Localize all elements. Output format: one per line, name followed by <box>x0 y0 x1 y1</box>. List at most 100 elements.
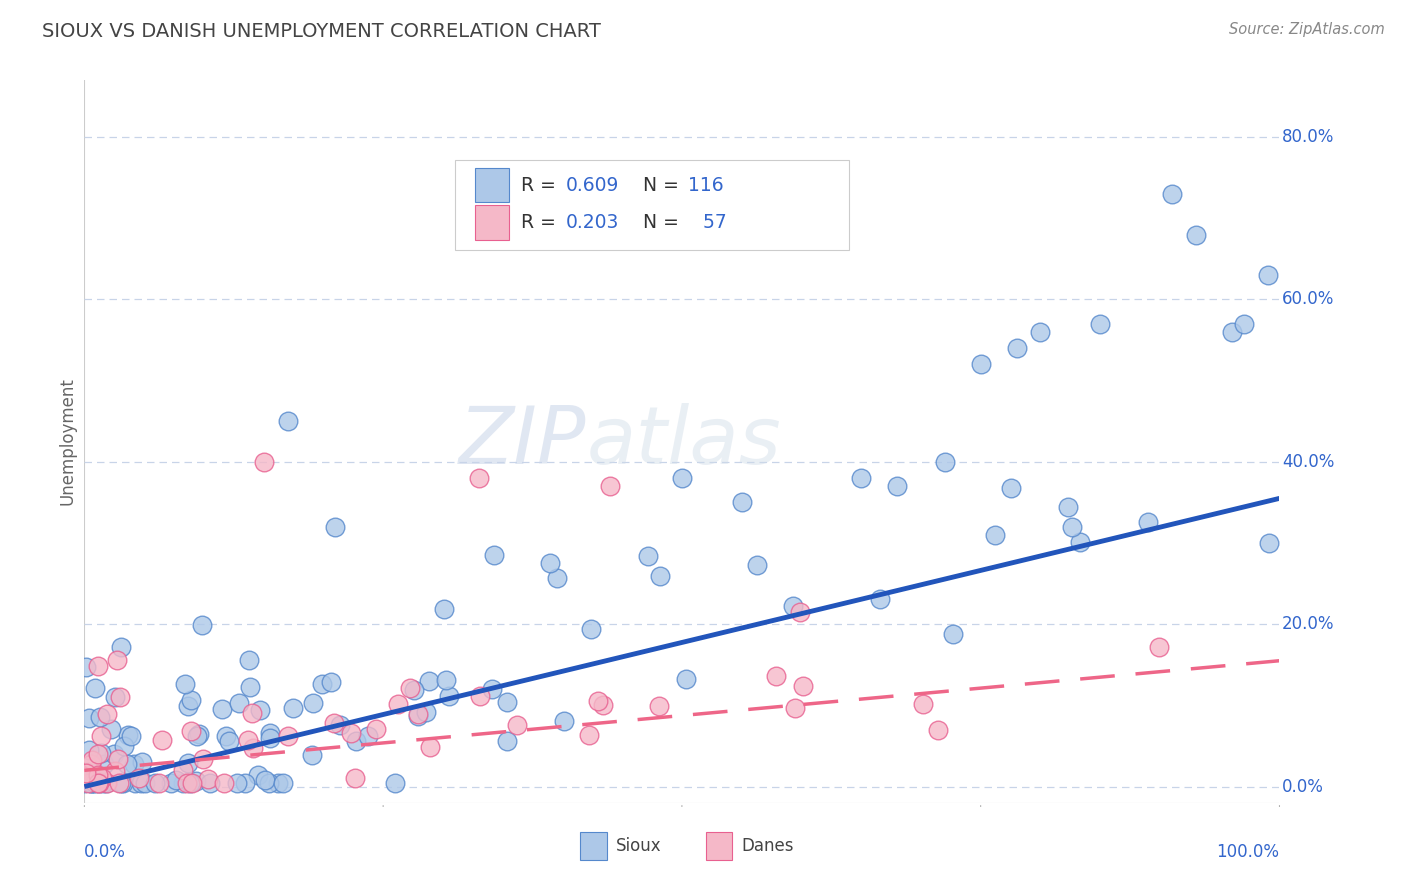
Point <box>785 701 807 715</box>
Point <box>970 358 993 372</box>
Text: 116: 116 <box>688 176 724 194</box>
Text: R =: R = <box>520 176 561 194</box>
Point <box>329 717 352 731</box>
Point <box>1161 186 1184 201</box>
Point <box>301 696 323 710</box>
Point <box>249 703 271 717</box>
Point <box>93 757 115 772</box>
Point <box>415 705 437 719</box>
Point <box>91 771 114 785</box>
FancyBboxPatch shape <box>706 832 733 860</box>
Point <box>406 708 429 723</box>
Point <box>496 695 519 709</box>
Point <box>886 479 908 493</box>
Point <box>323 716 346 731</box>
Point <box>186 729 208 743</box>
Point <box>399 681 422 696</box>
Point <box>1029 325 1052 339</box>
Point <box>242 741 264 756</box>
Point <box>80 775 103 789</box>
Point <box>387 697 409 711</box>
Point <box>79 775 101 789</box>
Point <box>340 726 363 740</box>
Point <box>599 479 621 493</box>
Point <box>406 706 429 721</box>
Point <box>277 414 299 428</box>
Point <box>160 775 183 789</box>
Point <box>200 775 222 789</box>
Point <box>122 756 145 771</box>
Point <box>912 697 935 711</box>
Point <box>434 673 457 688</box>
Point <box>851 471 873 485</box>
Point <box>100 722 122 736</box>
Point <box>1147 640 1170 654</box>
Y-axis label: Unemployment: Unemployment <box>58 377 76 506</box>
Point <box>671 471 693 485</box>
Point <box>934 455 956 469</box>
Text: 0.609: 0.609 <box>567 176 620 194</box>
Point <box>129 775 152 789</box>
Point <box>173 677 195 691</box>
Point <box>1057 500 1080 514</box>
Point <box>277 729 299 743</box>
Point <box>181 775 204 789</box>
Point <box>257 775 280 789</box>
Point <box>281 701 304 715</box>
Point <box>325 520 347 534</box>
Point <box>215 729 238 743</box>
Point <box>89 710 111 724</box>
Text: N =: N = <box>630 176 685 194</box>
Point <box>191 618 214 632</box>
Point <box>179 775 201 789</box>
Point <box>104 764 127 778</box>
FancyBboxPatch shape <box>475 168 509 202</box>
Point <box>319 675 342 690</box>
Point <box>983 528 1005 542</box>
Point <box>84 775 107 789</box>
Text: 0.0%: 0.0% <box>1282 778 1323 796</box>
Point <box>103 690 125 704</box>
Point <box>110 690 132 705</box>
Point <box>792 679 814 693</box>
Point <box>357 729 380 743</box>
Point <box>482 549 505 563</box>
Point <box>191 752 214 766</box>
Point <box>578 728 600 742</box>
Point <box>1005 341 1028 355</box>
Text: Danes: Danes <box>742 838 794 855</box>
Point <box>592 698 614 713</box>
Point <box>77 775 100 789</box>
Point <box>121 729 143 743</box>
Point <box>419 739 441 754</box>
Point <box>301 747 323 762</box>
Text: 0.0%: 0.0% <box>84 843 127 861</box>
Point <box>765 669 787 683</box>
Point <box>228 696 250 710</box>
Point <box>176 756 198 770</box>
Point <box>418 673 440 688</box>
Text: 20.0%: 20.0% <box>1282 615 1334 633</box>
Point <box>927 723 949 737</box>
Point <box>184 773 207 788</box>
Point <box>1257 268 1279 282</box>
Point <box>117 728 139 742</box>
Point <box>150 732 173 747</box>
Point <box>782 599 804 614</box>
Point <box>588 694 610 708</box>
Point <box>96 707 118 722</box>
Point <box>236 733 259 747</box>
Point <box>87 768 110 782</box>
Point <box>134 775 156 789</box>
Point <box>148 775 170 789</box>
Point <box>675 672 697 686</box>
Point <box>77 711 100 725</box>
Point <box>553 714 575 728</box>
Text: Source: ZipAtlas.com: Source: ZipAtlas.com <box>1229 22 1385 37</box>
Point <box>165 772 187 787</box>
Point <box>404 682 426 697</box>
Point <box>77 743 100 757</box>
Point <box>1060 520 1083 534</box>
Point <box>481 681 503 696</box>
Point <box>225 775 247 789</box>
